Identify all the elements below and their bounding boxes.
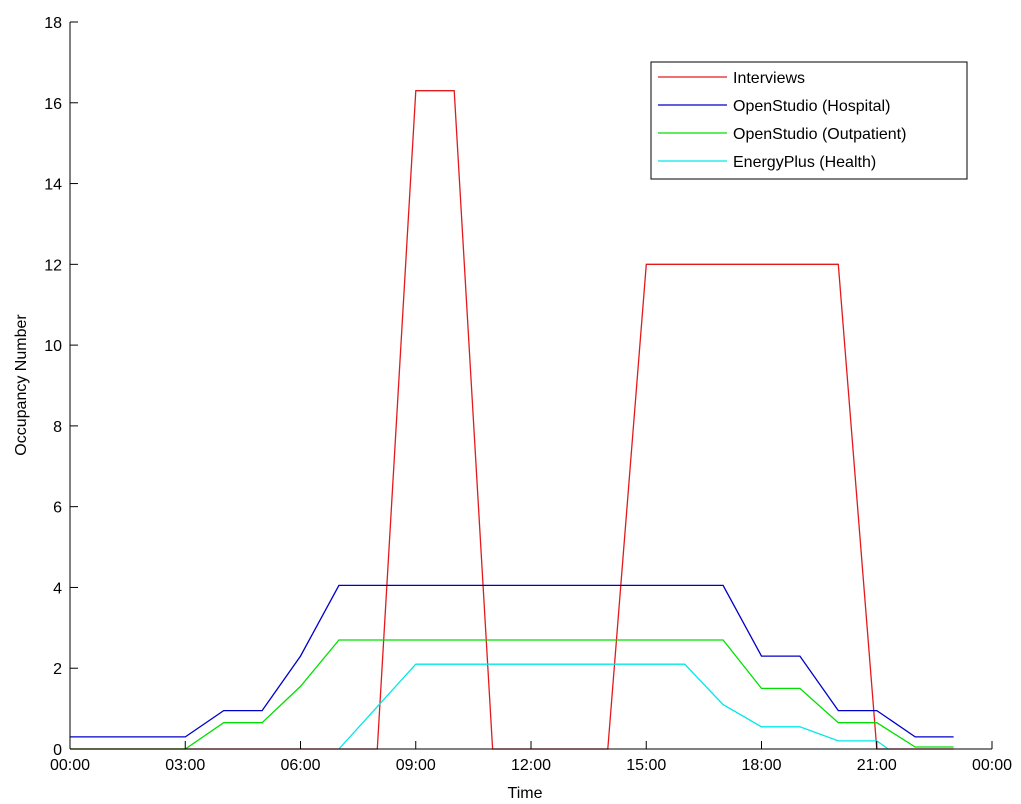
x-tick-label: 00:00 — [972, 757, 1012, 774]
legend-label-1: Interviews — [733, 70, 805, 87]
x-tick-label: 00:00 — [50, 757, 90, 774]
x-tick-label: 12:00 — [511, 757, 551, 774]
x-tick-label: 18:00 — [741, 757, 781, 774]
legend-label-4: EnergyPlus (Health) — [733, 154, 876, 171]
series-line-2 — [70, 584, 954, 738]
legend-label-3: OpenStudio (Outpatient) — [733, 126, 906, 143]
y-tick-label: 16 — [44, 96, 62, 113]
x-tick-label: 15:00 — [626, 757, 666, 774]
legend: Interviews OpenStudio (Hospital) OpenStudi… — [650, 61, 968, 180]
y-tick-label: 18 — [44, 15, 62, 32]
x-tick-label: 06:00 — [280, 757, 320, 774]
y-tick-label: 14 — [44, 177, 62, 194]
x-tick-label: 03:00 — [165, 757, 205, 774]
series-line-4 — [338, 663, 889, 750]
x-tick-label: 21:00 — [857, 757, 897, 774]
y-tick-label: 6 — [53, 500, 62, 517]
ticks-layer: 00:00 03:00 06:00 09:00 12:00 15:00 18:00 21:00… — [44, 15, 1012, 774]
x-tick-label: 09:00 — [396, 757, 436, 774]
y-tick-label: 2 — [53, 661, 62, 678]
legend-box — [650, 61, 968, 180]
legend-items: Interviews OpenStudio (Hospital) OpenStudi… — [658, 70, 906, 171]
y-axis-title: Occupancy Number — [13, 314, 30, 456]
y-tick-label: 12 — [44, 257, 62, 274]
y-tick-label: 8 — [53, 419, 62, 436]
y-tick-label: 0 — [53, 742, 62, 759]
series-line-3 — [70, 639, 954, 750]
y-tick-label: 10 — [44, 338, 62, 355]
legend-label-2: OpenStudio (Hospital) — [733, 98, 890, 115]
x-axis-title: Time — [508, 785, 543, 802]
y-tick-label: 4 — [53, 580, 62, 597]
